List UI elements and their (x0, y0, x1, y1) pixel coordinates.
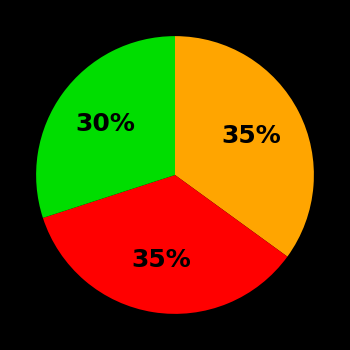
Wedge shape (43, 175, 287, 314)
Text: 30%: 30% (75, 112, 135, 136)
Wedge shape (36, 36, 175, 218)
Text: 35%: 35% (132, 248, 191, 272)
Text: 35%: 35% (222, 124, 282, 148)
Wedge shape (175, 36, 314, 257)
